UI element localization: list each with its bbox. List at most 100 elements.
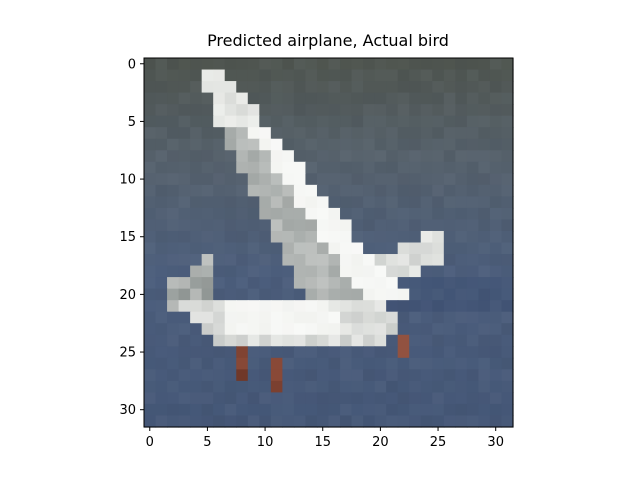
pixel	[155, 138, 168, 151]
pixel	[386, 288, 399, 301]
pixel	[466, 104, 480, 117]
pixel	[144, 265, 157, 278]
pixel	[478, 334, 491, 347]
pixel	[201, 415, 214, 428]
pixel	[282, 115, 295, 128]
pixel	[420, 230, 433, 244]
pixel	[305, 415, 318, 428]
pixel	[282, 58, 295, 71]
pixel	[316, 265, 330, 278]
pixel	[374, 403, 387, 417]
pixel	[363, 196, 376, 209]
pixel	[167, 81, 180, 94]
pixel	[478, 300, 491, 313]
pixel	[363, 161, 376, 174]
pixel	[282, 173, 295, 186]
pixel	[155, 69, 168, 82]
pixel	[478, 92, 491, 105]
pixel	[190, 173, 203, 186]
pixel	[328, 230, 341, 244]
pixel	[432, 242, 445, 255]
pixel	[224, 334, 237, 347]
pixel	[386, 104, 399, 117]
pixel	[340, 277, 353, 290]
pixel	[282, 81, 295, 94]
pixel	[282, 346, 295, 359]
pixel	[409, 300, 422, 313]
pixel	[478, 58, 491, 71]
pixel	[224, 92, 237, 105]
pixel	[328, 265, 341, 278]
pixel	[305, 300, 318, 313]
pixel	[501, 127, 514, 140]
pixel	[328, 150, 341, 163]
pixel	[178, 311, 191, 324]
pixel	[144, 127, 157, 140]
pixel	[420, 196, 433, 209]
pixel	[386, 127, 399, 140]
pixel	[155, 311, 168, 324]
pixel	[374, 323, 387, 336]
pixel	[443, 277, 456, 290]
pixel	[236, 81, 249, 94]
pixel	[282, 150, 295, 163]
pixel	[144, 173, 157, 186]
pixel	[432, 403, 445, 417]
pixel	[236, 127, 249, 140]
pixel	[224, 254, 237, 267]
pixel	[270, 219, 283, 232]
pixel	[466, 265, 480, 278]
pixel	[305, 173, 318, 186]
pixel	[236, 369, 249, 382]
pixel	[455, 92, 468, 105]
pixel	[420, 300, 433, 313]
pixel	[478, 357, 491, 370]
pixel	[190, 254, 203, 267]
pixel	[432, 392, 445, 405]
pixel	[167, 115, 180, 128]
pixel	[478, 288, 491, 301]
pixel	[293, 196, 307, 209]
pixel	[328, 207, 341, 221]
pixel	[374, 392, 387, 405]
pixel	[190, 415, 203, 428]
pixel	[420, 277, 433, 290]
pixel	[374, 196, 387, 209]
pixel	[420, 207, 433, 221]
pixel	[478, 265, 491, 278]
pixel	[167, 127, 180, 140]
pixel	[489, 150, 503, 163]
pixel	[501, 173, 514, 186]
pixel	[316, 357, 330, 370]
pixel	[328, 161, 341, 174]
pixel	[455, 150, 468, 163]
pixel	[420, 323, 433, 336]
pixel	[501, 346, 514, 359]
pixel	[397, 415, 410, 428]
pixel	[144, 161, 157, 174]
pixel	[489, 173, 503, 186]
pixel	[305, 323, 318, 336]
pixel	[213, 173, 226, 186]
pixel	[489, 58, 503, 71]
pixel	[190, 184, 203, 197]
pixel	[201, 127, 214, 140]
pixel	[420, 184, 433, 197]
pixel	[259, 392, 272, 405]
pixel	[190, 92, 203, 105]
pixel	[270, 161, 283, 174]
pixel	[455, 161, 468, 174]
pixel	[397, 219, 410, 232]
pixel	[247, 357, 260, 370]
pixel	[374, 242, 387, 255]
pixel	[351, 288, 364, 301]
pixel	[213, 277, 226, 290]
pixel	[386, 323, 399, 336]
pixel	[409, 415, 422, 428]
pixel	[363, 207, 376, 221]
pixel	[420, 415, 433, 428]
pixel	[247, 104, 260, 117]
pixel	[316, 173, 330, 186]
pixel	[420, 58, 433, 71]
pixel	[455, 127, 468, 140]
